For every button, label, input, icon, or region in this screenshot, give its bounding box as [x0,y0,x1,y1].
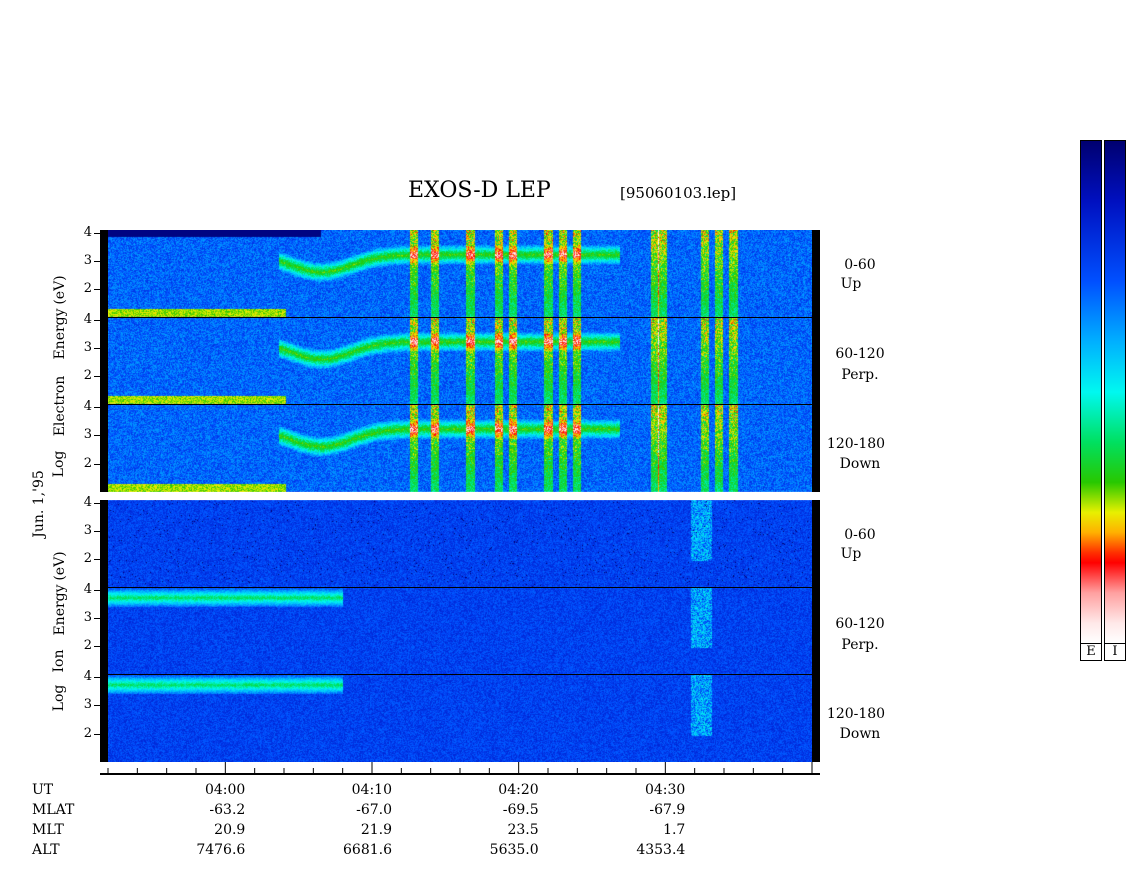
footer-value-ut: 04:10 [351,782,392,798]
y-tick-mark [94,733,100,735]
footer-value-mlat: -67.0 [356,802,392,818]
channel-dir: Perp. [841,637,879,653]
y-tick-label: 2 [83,455,92,471]
y-tick-mark [94,463,100,465]
footer-value-mlat: -69.5 [502,802,539,818]
x-axis [100,762,820,775]
y-tick-mark [94,617,100,619]
footer-value-alt: 4353.4 [636,842,686,858]
footer-value-mlat: -67.9 [649,802,686,818]
y-tick-label: 2 [83,725,92,741]
panel-divider [108,404,818,405]
ion-axis-label-log: Log [51,684,67,712]
y-tick-mark [94,260,100,262]
footer-value-alt: 6681.6 [343,842,392,858]
panel-divider [108,587,818,588]
y-tick-mark [94,435,100,437]
y-tick-mark [94,347,100,349]
channel-range: 120-180 [826,706,886,722]
chart-title: EXOS-D LEP [408,178,551,203]
footer-value-mlt: 23.5 [507,822,539,838]
electron-axis-label-log: Log [51,450,67,478]
panel-divider [108,317,818,318]
y-tick-label: 3 [83,609,92,625]
channel-dir: Down [839,726,881,742]
footer-label-mlat: MLAT [32,802,75,818]
channel-range: 60-120 [835,346,885,362]
ion-axis-label-unit: (eV) [52,551,68,581]
footer-value-mlt: 1.7 [663,822,686,838]
y-tick-mark [94,676,100,678]
footer-value-mlt: 21.9 [360,822,392,838]
y-tick-label: 3 [83,427,92,443]
y-tick-mark [94,502,100,504]
footer-value-mlt: 20.9 [214,822,246,838]
footer-value-ut: 04:00 [204,782,246,798]
footer-value-alt: 5635.0 [489,842,539,858]
y-tick-mark [94,530,100,532]
channel-range: 60-120 [835,616,885,632]
ion-colorbar-label: I [1104,643,1126,661]
footer-label-ut: UT [32,782,54,798]
y-tick-mark [94,589,100,591]
channel-range: 120-180 [826,436,886,452]
y-tick-label: 4 [83,668,92,684]
y-tick-label: 2 [83,280,92,296]
y-tick-mark [94,288,100,290]
channel-dir: Up [840,546,862,562]
y-tick-mark [94,558,100,560]
footer-label-mlt: MLT [32,822,64,838]
y-tick-label: 4 [83,581,92,597]
footer-value-mlat: -63.2 [209,802,246,818]
footer-value-alt: 7476.6 [196,842,246,858]
channel-dir: Perp. [841,367,879,383]
channel-range: 0-60 [844,527,876,543]
y-tick-label: 2 [83,637,92,653]
y-tick-label: 2 [83,550,92,566]
y-tick-label: 4 [83,311,92,327]
channel-dir: Down [839,456,881,472]
ion-axis-label-species: Ion [51,649,67,673]
electron-colorbar [1080,140,1102,644]
y-tick-label: 2 [83,367,92,383]
y-tick-label: 4 [83,224,92,240]
electron-colorbar-label: E [1080,643,1102,661]
footer-value-ut: 04:30 [644,782,686,798]
y-tick-mark [94,232,100,234]
ion-colorbar [1104,140,1126,644]
channel-range: 0-60 [844,257,876,273]
y-tick-label: 3 [83,522,92,538]
panel-divider [108,674,818,675]
electron-axis-label-species: Electron [52,375,68,437]
y-tick-mark [94,705,100,707]
date-label: Jun. 1,'95 [31,470,47,538]
file-name: [95060103.lep] [620,184,737,202]
footer-value-ut: 04:20 [498,782,539,798]
footer-label-alt: ALT [32,842,60,858]
group-separator [100,492,820,500]
y-tick-label: 4 [83,398,92,414]
y-tick-mark [94,375,100,377]
y-tick-label: 3 [83,339,92,355]
channel-dir: Up [840,276,862,292]
electron-axis-label-unit: (eV) [52,275,68,305]
y-tick-label: 4 [83,494,92,510]
y-tick-label: 3 [83,252,92,268]
y-tick-mark [94,319,100,321]
y-tick-label: 3 [83,697,92,713]
y-tick-mark [94,406,100,408]
y-tick-mark [94,645,100,647]
